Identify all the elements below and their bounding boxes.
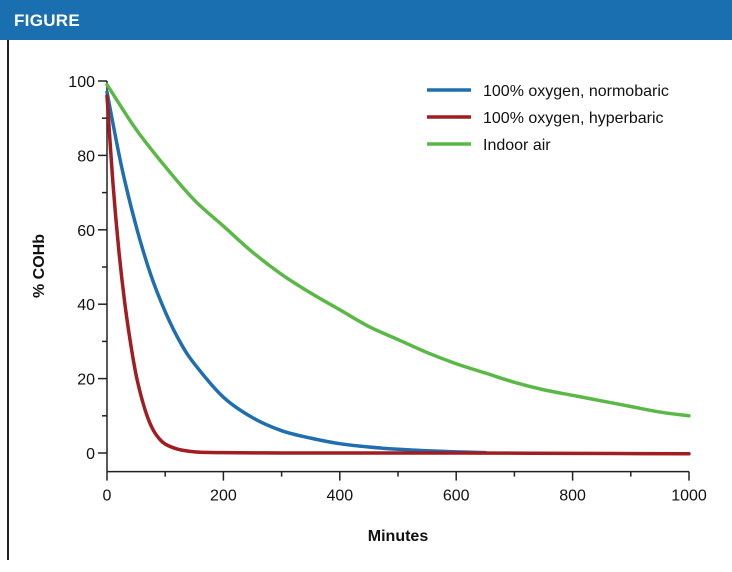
figure-header-bar: FIGURE: [0, 0, 732, 40]
figure-header-title: FIGURE: [14, 11, 81, 30]
x-tick-label: 800: [559, 488, 586, 505]
series-line-0: [105, 90, 488, 455]
y-tick-label: 100: [68, 74, 95, 91]
y-tick-label: 80: [77, 148, 95, 165]
x-tick-label: 400: [326, 488, 353, 505]
x-tick-label: 600: [443, 488, 470, 505]
y-tick-label: 40: [77, 297, 95, 314]
legend-label: 100% oxygen, hyperbaric: [483, 110, 664, 127]
chart-legend: 100% oxygen, normobaric 100% oxygen, hype…: [427, 83, 669, 154]
series-line-1: [105, 94, 691, 456]
y-axis-label: % COHb: [31, 234, 48, 298]
y-tick-label: 0: [86, 446, 95, 463]
x-tick-label: 0: [103, 488, 112, 505]
left-border-rule: [7, 40, 9, 560]
chart-series: [105, 82, 691, 456]
series-line-2: [105, 82, 691, 418]
legend-label: Indoor air: [483, 137, 551, 154]
legend-label: 100% oxygen, normobaric: [483, 83, 669, 100]
x-tick-label: 1000: [671, 488, 707, 505]
x-axis-label: Minutes: [368, 528, 429, 545]
y-tick-label: 20: [77, 372, 95, 389]
x-tick-label: 200: [210, 488, 237, 505]
y-tick-label: 60: [77, 223, 95, 240]
chart-axes: [106, 81, 689, 473]
